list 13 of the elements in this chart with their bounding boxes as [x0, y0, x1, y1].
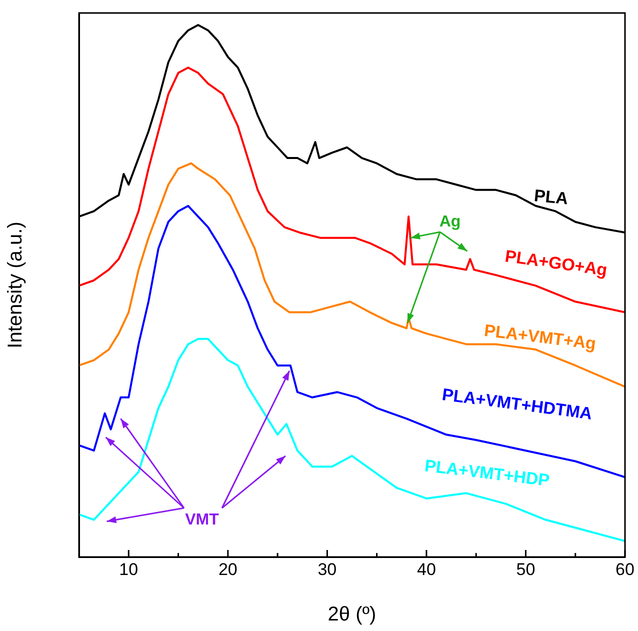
x-tick-label: 50: [516, 560, 536, 579]
x-tick-label: 40: [416, 560, 436, 579]
x-tick-label: 30: [318, 560, 337, 579]
annotation: VMT: [185, 511, 220, 528]
y-axis-title: Intensity (a.u.): [4, 222, 27, 348]
x-axis-title: 2θ (º): [328, 604, 376, 626]
x-tick-label: 20: [218, 560, 238, 579]
text: PLA: [533, 186, 569, 208]
x-tick-label: 10: [119, 560, 138, 579]
text: PLA+VMT+Ag: [483, 321, 597, 354]
x-tick-label: 60: [616, 560, 634, 579]
text: PLA+VMT+HDP: [424, 456, 551, 490]
annotation: Ag: [439, 213, 461, 230]
